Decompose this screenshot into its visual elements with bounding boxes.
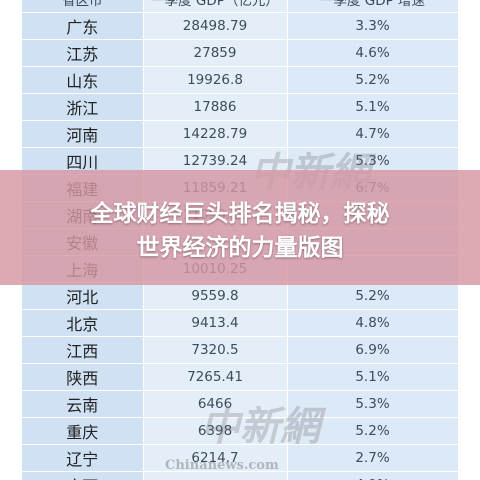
province-cell: 浙江 bbox=[22, 93, 144, 121]
headline-banner bbox=[0, 170, 480, 285]
gdp-value-cell: 7265.41 bbox=[143, 363, 288, 391]
gdp-value-cell: 17886 bbox=[143, 93, 288, 121]
headline-line-2: 世界经济的力量版图 bbox=[136, 235, 344, 261]
province-cell: 陕西 bbox=[22, 363, 144, 391]
gdp-value-cell: 27859 bbox=[143, 39, 288, 67]
province-cell: 广西 bbox=[22, 471, 144, 480]
growth-rate-cell: 4.8% bbox=[287, 309, 459, 337]
gdp-value-cell bbox=[143, 471, 288, 480]
table-row: 江苏 27859 4.6% bbox=[22, 39, 459, 67]
growth-rate-cell: 5.2% bbox=[287, 417, 459, 445]
growth-rate-cell: 3.3% bbox=[287, 12, 459, 40]
province-cell: 江西 bbox=[22, 336, 144, 364]
table-row: 陕西 7265.41 5.1% bbox=[22, 363, 459, 391]
gdp-value-cell: 19926.8 bbox=[143, 66, 288, 94]
growth-rate-cell: 2.7% bbox=[287, 444, 459, 472]
growth-rate-cell: 5.1% bbox=[287, 363, 459, 391]
province-cell: 河北 bbox=[22, 282, 144, 310]
province-cell: 辽宁 bbox=[22, 444, 144, 472]
headline-line-1: 全球财经巨头排名揭秘，探秘 bbox=[90, 201, 390, 227]
gdp-value-cell: 6466 bbox=[143, 390, 288, 418]
table-row: 北京 9413.4 4.8% bbox=[22, 309, 459, 337]
table-row: 广西 4.9% bbox=[22, 471, 459, 480]
province-cell: 北京 bbox=[22, 309, 144, 337]
table-row: 山东 19926.8 5.2% bbox=[22, 66, 459, 94]
table-row: 浙江 17886 5.1% bbox=[22, 93, 459, 121]
watermark-site: Chinanews.com bbox=[165, 458, 279, 473]
table-row: 云南 6466 5.3% bbox=[22, 390, 459, 418]
province-cell: 山东 bbox=[22, 66, 144, 94]
watermark-logo-lower: 中新網 bbox=[200, 403, 320, 450]
growth-rate-cell: 4.9% bbox=[287, 471, 459, 480]
growth-rate-cell: 5.2% bbox=[287, 66, 459, 94]
province-cell: 云南 bbox=[22, 390, 144, 418]
table-header-row: 省区市 一季度 GDP（亿元） 一季度 GDP 增速 bbox=[22, 0, 459, 13]
province-cell: 河南 bbox=[22, 120, 144, 148]
headline-text: 全球财经巨头排名揭秘，探秘 世界经济的力量版图 bbox=[0, 197, 480, 265]
gdp-value-cell: 14228.79 bbox=[143, 120, 288, 148]
growth-rate-cell: 6.9% bbox=[287, 336, 459, 364]
table-row: 广东 28498.79 3.3% bbox=[22, 12, 459, 40]
province-cell: 江苏 bbox=[22, 39, 144, 67]
table-row: 河南 14228.79 4.7% bbox=[22, 120, 459, 148]
growth-rate-cell: 4.7% bbox=[287, 120, 459, 148]
gdp-value-cell: 6214.7 bbox=[143, 444, 288, 472]
growth-rate-cell: 5.3% bbox=[287, 390, 459, 418]
province-cell: 重庆 bbox=[22, 417, 144, 445]
growth-rate-cell: 4.6% bbox=[287, 39, 459, 67]
table-row: 河北 9559.8 5.2% bbox=[22, 282, 459, 310]
gdp-value-cell: 6398 bbox=[143, 417, 288, 445]
header-province: 省区市 bbox=[22, 0, 144, 13]
gdp-value-cell: 7320.5 bbox=[143, 336, 288, 364]
table-row: 江西 7320.5 6.9% bbox=[22, 336, 459, 364]
province-cell: 广东 bbox=[22, 12, 144, 40]
gdp-value-cell: 28498.79 bbox=[143, 12, 288, 40]
table-row: 重庆 6398 5.2% bbox=[22, 417, 459, 445]
growth-rate-cell: 5.2% bbox=[287, 282, 459, 310]
table-row: 辽宁 6214.7 2.7% bbox=[22, 444, 459, 472]
header-gdp: 一季度 GDP（亿元） bbox=[143, 0, 288, 13]
growth-rate-cell: 5.1% bbox=[287, 93, 459, 121]
gdp-value-cell: 9559.8 bbox=[143, 282, 288, 310]
header-growth: 一季度 GDP 增速 bbox=[287, 0, 459, 13]
gdp-value-cell: 9413.4 bbox=[143, 309, 288, 337]
